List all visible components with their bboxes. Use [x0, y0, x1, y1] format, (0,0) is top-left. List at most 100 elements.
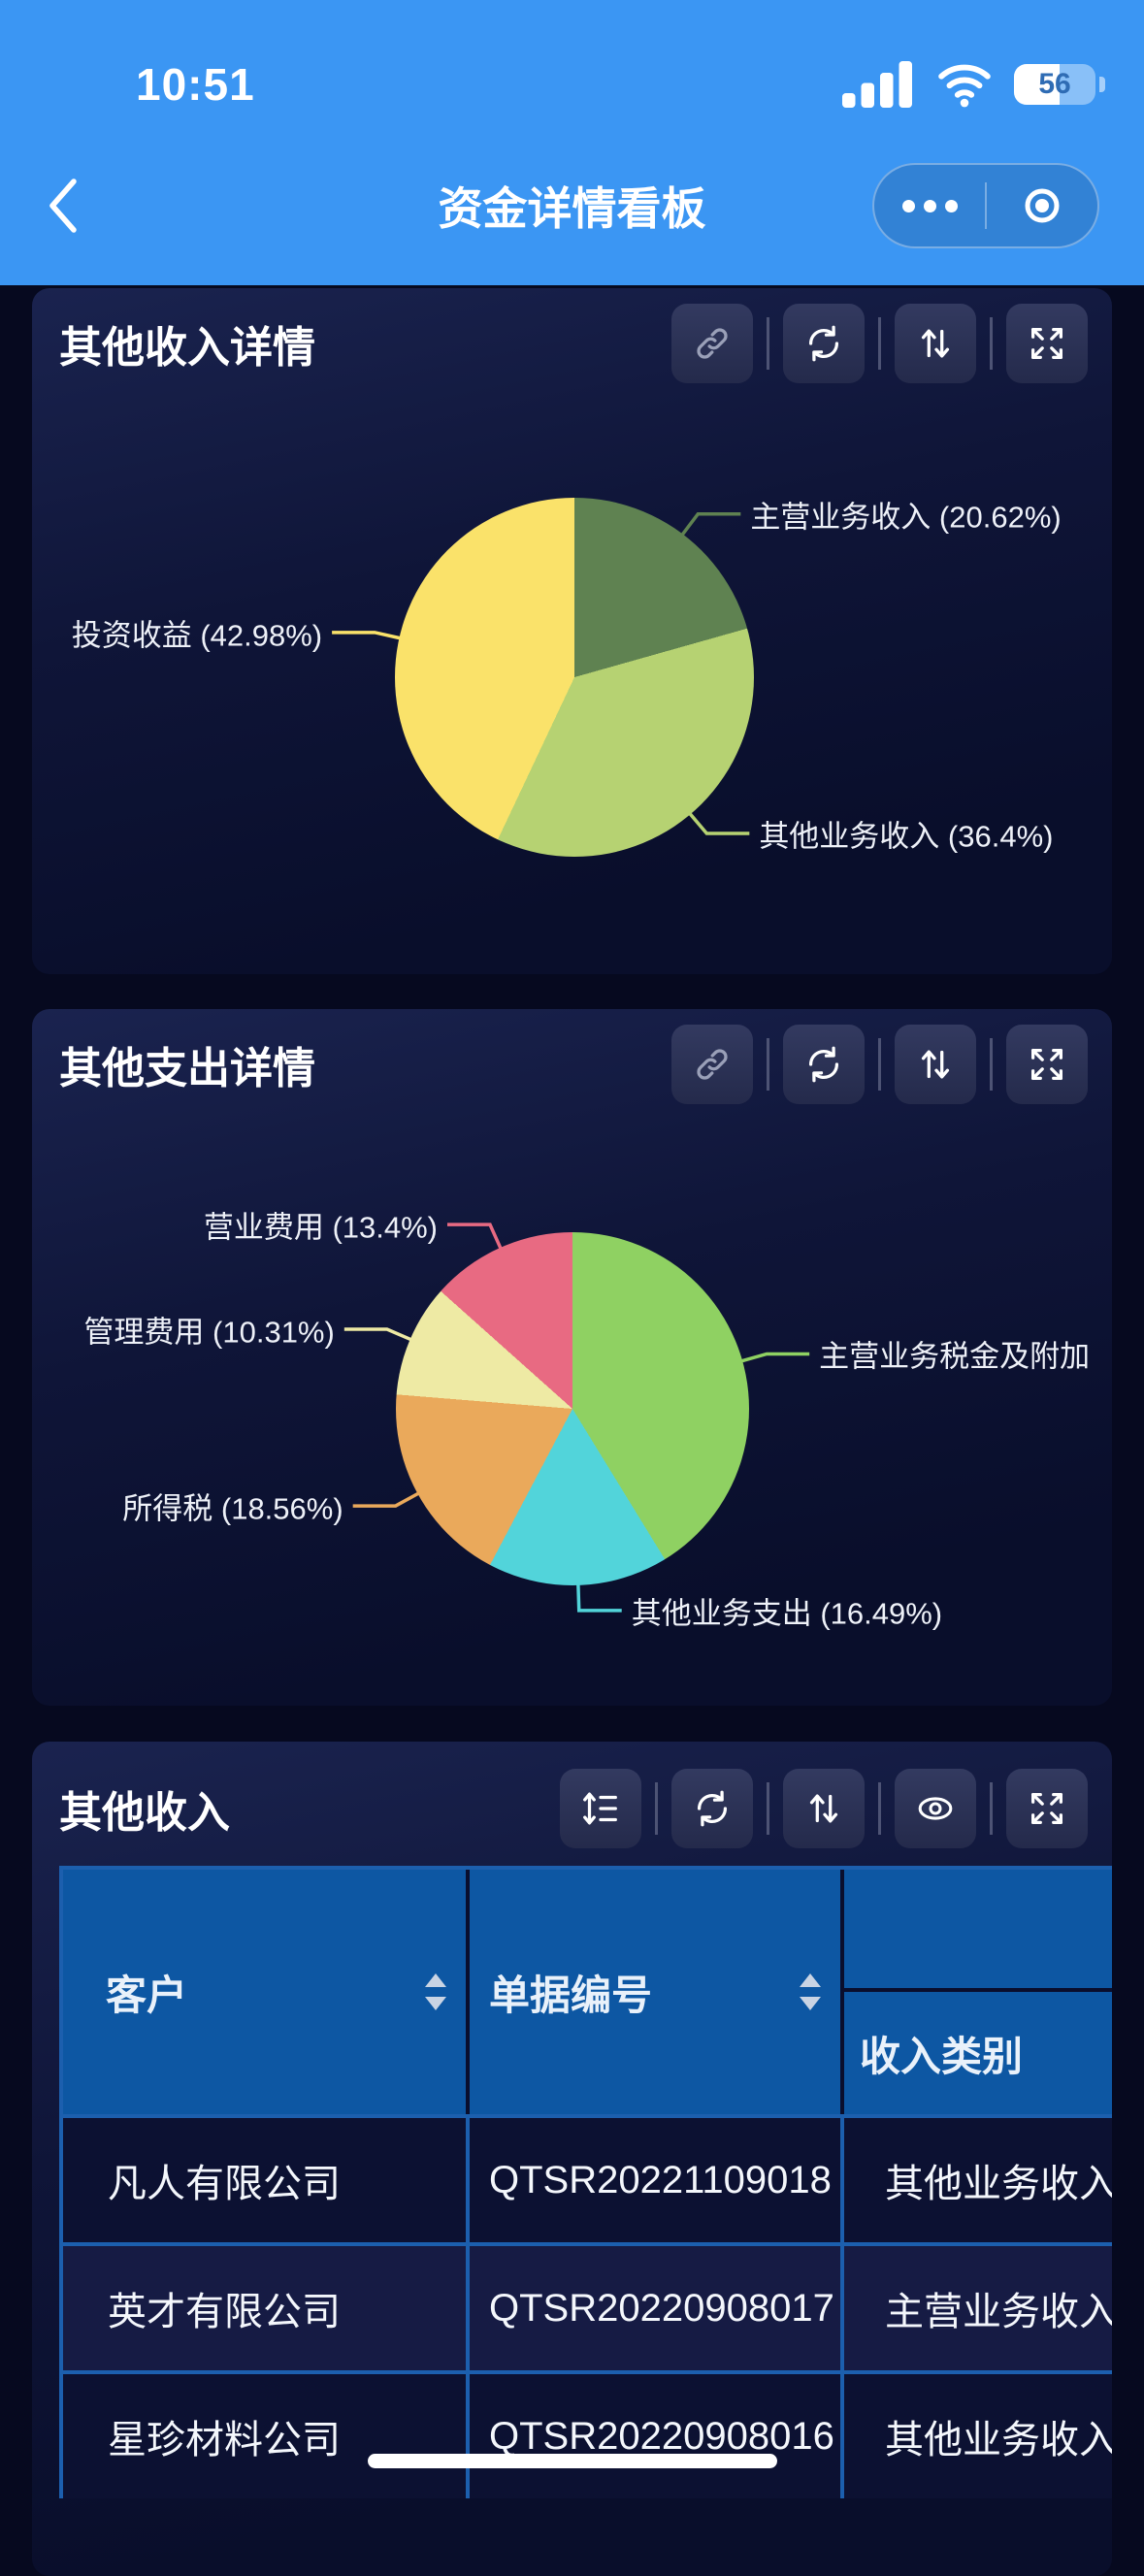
sort-arrows-icon — [809, 1794, 838, 1823]
miniprogram-capsule — [872, 163, 1099, 248]
column-header-doc-no[interactable]: 单据编号 — [470, 1870, 844, 2114]
home-indicator[interactable] — [367, 2454, 777, 2468]
column-header-label: 收入类别 — [860, 2033, 1024, 2079]
pie-leader-line — [447, 1223, 503, 1250]
cell-doc-no: QTSR20220908016 — [470, 2374, 844, 2498]
cell-customer: 英才有限公司 — [63, 2246, 470, 2370]
card-other-income-detail: 其他收入详情 — [32, 288, 1112, 974]
pie-slice-label: 其他业务收入 (36.4%) — [759, 819, 1054, 854]
card-title: 其他收入 — [59, 1789, 230, 1837]
refresh-button[interactable] — [671, 1769, 753, 1848]
fullscreen-button[interactable] — [1006, 304, 1088, 383]
pie-leader-line — [688, 812, 750, 835]
table-header: 客户 单据编号 — [63, 1870, 1112, 2114]
column-header-income-type: 收入类别 — [844, 1992, 1112, 2114]
pie-leader-line — [352, 1491, 420, 1508]
column-group-income: 收入类别 — [844, 1870, 1112, 2114]
more-menu-button[interactable] — [874, 165, 985, 246]
row-height-button[interactable] — [560, 1769, 641, 1848]
income-pie-chart[interactable] — [395, 498, 754, 857]
sort-button[interactable] — [895, 1025, 976, 1104]
column-header-customer[interactable]: 客户 — [63, 1870, 470, 2114]
table-row[interactable]: 星珍材料公司 QTSR20220908016 其他业务收入 — [63, 2370, 1112, 2498]
pie-leader-line — [332, 631, 401, 640]
column-sort-icon[interactable] — [798, 1972, 823, 2012]
pie-leader-line — [576, 1583, 622, 1613]
pie-slice-label: 其他业务支出 (16.49%) — [631, 1596, 943, 1631]
table-row[interactable]: 英才有限公司 QTSR20220908017 主营业务收入 — [63, 2242, 1112, 2370]
toolbar-divider — [767, 1782, 769, 1835]
card-other-income-table: 其他收入 — [32, 1742, 1112, 2576]
cell-customer: 星珍材料公司 — [63, 2374, 470, 2498]
visibility-button[interactable] — [895, 1769, 976, 1848]
sort-arrows-icon — [921, 329, 950, 358]
wifi-icon — [938, 64, 991, 108]
pie-slice-label: 主营业务收入 (20.62%) — [750, 500, 1062, 535]
back-button[interactable] — [33, 172, 91, 240]
cell-doc-no: QTSR20221109018 — [470, 2118, 844, 2242]
battery-percent: 56 — [1038, 68, 1071, 100]
fullscreen-button[interactable] — [1006, 1025, 1088, 1104]
refresh-icon — [697, 1790, 728, 1827]
status-time: 10:51 — [136, 59, 255, 110]
group-header-cell — [844, 1870, 1112, 1992]
expense-pie-chart[interactable] — [396, 1232, 749, 1585]
income-pie-chart-area: 主营业务收入 (20.62%) 其他业务收入 (36.4%) 投资收益 (42.98… — [32, 288, 1112, 974]
target-circle-icon — [1025, 188, 1060, 223]
pie-slice-label: 管理费用 (10.31%) — [83, 1315, 335, 1350]
link-icon — [697, 1049, 728, 1080]
sort-arrows-icon — [921, 1050, 950, 1079]
column-header-label: 客户 — [106, 1972, 188, 2018]
pie-slice-label: 投资收益 (42.98%) — [71, 618, 323, 653]
fullscreen-icon — [1030, 1792, 1063, 1825]
toolbar-divider — [878, 1038, 881, 1091]
column-header-label: 单据编号 — [489, 1972, 653, 2018]
toolbar-divider — [990, 317, 993, 370]
refresh-button[interactable] — [783, 304, 865, 383]
eye-icon — [918, 1797, 953, 1820]
page-title: 资金详情看板 — [438, 183, 706, 234]
cell-income-type: 其他业务收入 — [844, 2118, 1112, 2242]
toolbar-divider — [767, 317, 769, 370]
navigation-bar: 资金详情看板 — [0, 126, 1144, 285]
link-button[interactable] — [671, 304, 753, 383]
pie-leader-line — [680, 511, 741, 537]
link-icon — [697, 328, 728, 359]
toolbar-divider — [655, 1782, 658, 1835]
cell-customer: 凡人有限公司 — [63, 2118, 470, 2242]
card-other-expense-detail: 其他支出详情 — [32, 1009, 1112, 1706]
link-button[interactable] — [671, 1025, 753, 1104]
card-title: 其他收入详情 — [59, 324, 315, 372]
pie-slice-label: 所得税 (18.56%) — [122, 1491, 343, 1526]
fullscreen-icon — [1030, 1048, 1063, 1081]
card-toolbar — [560, 1769, 1088, 1848]
toolbar-divider — [990, 1038, 993, 1091]
sort-button[interactable] — [895, 304, 976, 383]
cellular-signal-icon — [842, 61, 912, 108]
cell-income-type: 其他业务收入 — [844, 2374, 1112, 2498]
toolbar-divider — [878, 317, 881, 370]
battery-indicator: 56 — [1014, 64, 1095, 105]
fullscreen-icon — [1030, 327, 1063, 360]
toolbar-divider — [878, 1782, 881, 1835]
card-toolbar — [671, 304, 1088, 383]
income-table[interactable]: 客户 单据编号 — [59, 1866, 1112, 2576]
status-bar: 10:51 56 — [0, 50, 1144, 118]
table-row[interactable]: 凡人有限公司 QTSR20221109018 其他业务收入 — [63, 2114, 1112, 2242]
refresh-icon — [808, 1046, 839, 1083]
pie-leader-line — [343, 1327, 412, 1342]
top-app-bar: 10:51 56 — [0, 0, 1144, 285]
expense-pie-chart-area: 主营业务税金及附加其他业务支出 (16.49%) 所得税 (18.56%) 管理费用… — [32, 1009, 1112, 1706]
column-sort-icon[interactable] — [423, 1972, 448, 2012]
toolbar-divider — [767, 1038, 769, 1091]
sort-button[interactable] — [783, 1769, 865, 1848]
card-title: 其他支出详情 — [59, 1045, 315, 1092]
fullscreen-button[interactable] — [1006, 1769, 1088, 1848]
minimize-button[interactable] — [987, 165, 1097, 246]
refresh-button[interactable] — [783, 1025, 865, 1104]
pie-leader-line — [740, 1352, 810, 1363]
capsule-divider — [985, 182, 987, 229]
refresh-icon — [808, 325, 839, 362]
toolbar-divider — [990, 1782, 993, 1835]
pie-slice-label: 主营业务税金及附加 — [819, 1339, 1091, 1374]
